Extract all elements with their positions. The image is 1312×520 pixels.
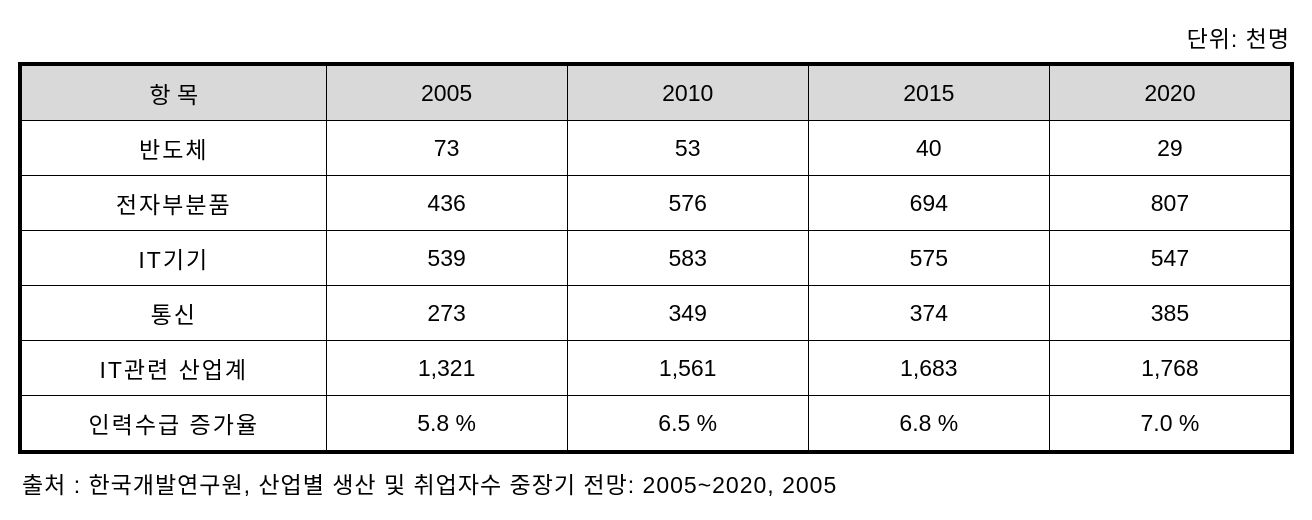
- cell-value: 73: [326, 121, 567, 176]
- header-year-2020: 2020: [1049, 66, 1290, 121]
- cell-value: 53: [567, 121, 808, 176]
- cell-value: 694: [808, 176, 1049, 231]
- cell-value: 576: [567, 176, 808, 231]
- row-label: IT관련 산업계: [22, 341, 327, 396]
- source-citation: 출처 : 한국개발연구원, 산업별 생산 및 취업자수 중장기 전망: 2005…: [10, 466, 1302, 500]
- cell-value: 273: [326, 286, 567, 341]
- data-table: 항 목 2005 2010 2015 2020 반도체 73 53 40 29 …: [21, 65, 1291, 451]
- cell-value: 5.8 %: [326, 396, 567, 451]
- row-label: 인력수급 증가율: [22, 396, 327, 451]
- cell-value: 807: [1049, 176, 1290, 231]
- cell-value: 349: [567, 286, 808, 341]
- table-header-row: 항 목 2005 2010 2015 2020: [22, 66, 1291, 121]
- header-year-2015: 2015: [808, 66, 1049, 121]
- row-label: 통신: [22, 286, 327, 341]
- cell-value: 374: [808, 286, 1049, 341]
- cell-value: 1,683: [808, 341, 1049, 396]
- cell-value: 583: [567, 231, 808, 286]
- row-label: 반도체: [22, 121, 327, 176]
- cell-value: 6.5 %: [567, 396, 808, 451]
- cell-value: 436: [326, 176, 567, 231]
- cell-value: 1,561: [567, 341, 808, 396]
- header-year-2005: 2005: [326, 66, 567, 121]
- table-row: IT기기 539 583 575 547: [22, 231, 1291, 286]
- header-year-2010: 2010: [567, 66, 808, 121]
- unit-label: 단위: 천명: [10, 20, 1302, 54]
- cell-value: 29: [1049, 121, 1290, 176]
- cell-value: 385: [1049, 286, 1290, 341]
- table-row: 전자부분품 436 576 694 807: [22, 176, 1291, 231]
- table-row: 통신 273 349 374 385: [22, 286, 1291, 341]
- row-label: IT기기: [22, 231, 327, 286]
- row-label: 전자부분품: [22, 176, 327, 231]
- cell-value: 1,768: [1049, 341, 1290, 396]
- cell-value: 575: [808, 231, 1049, 286]
- table-row: 반도체 73 53 40 29: [22, 121, 1291, 176]
- header-category: 항 목: [22, 66, 327, 121]
- cell-value: 539: [326, 231, 567, 286]
- table-row: 인력수급 증가율 5.8 % 6.5 % 6.8 % 7.0 %: [22, 396, 1291, 451]
- cell-value: 1,321: [326, 341, 567, 396]
- cell-value: 547: [1049, 231, 1290, 286]
- cell-value: 6.8 %: [808, 396, 1049, 451]
- data-table-container: 항 목 2005 2010 2015 2020 반도체 73 53 40 29 …: [18, 62, 1294, 454]
- table-row: IT관련 산업계 1,321 1,561 1,683 1,768: [22, 341, 1291, 396]
- cell-value: 40: [808, 121, 1049, 176]
- cell-value: 7.0 %: [1049, 396, 1290, 451]
